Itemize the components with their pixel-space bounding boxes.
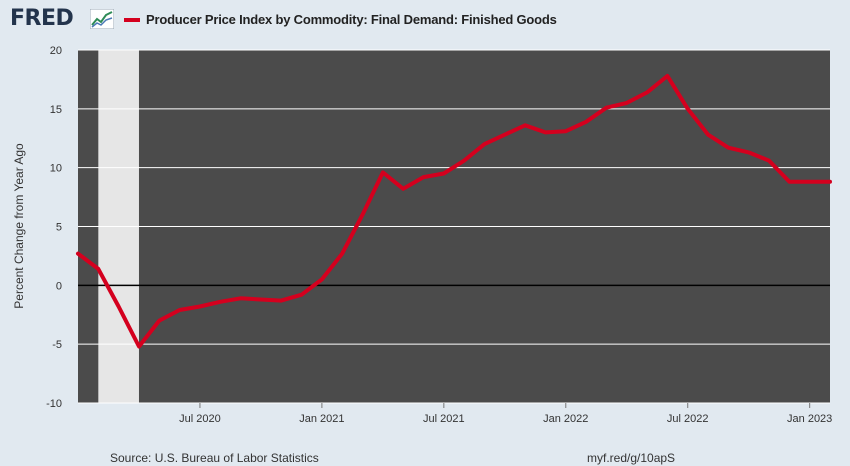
data-point: [259, 297, 263, 301]
data-point: [178, 308, 182, 312]
data-point: [300, 293, 304, 297]
legend-swatch: [124, 17, 140, 22]
y-tick-label: 15: [50, 104, 62, 116]
data-point: [686, 107, 690, 111]
data-point: [564, 129, 568, 133]
data-point: [137, 345, 141, 349]
data-point: [198, 305, 202, 309]
y-tick-label: 5: [56, 222, 62, 234]
series-line[interactable]: [76, 73, 832, 349]
short-link[interactable]: myf.red/g/10apS: [587, 451, 676, 465]
y-axis-label: Percent Change from Year Ago: [12, 143, 26, 309]
source-note[interactable]: Source: U.S. Bureau of Labor Statistics: [110, 451, 319, 465]
gridlines: [78, 49, 830, 404]
data-point: [543, 130, 547, 134]
data-point: [218, 300, 222, 304]
chart-header: FRED Producer Price Index by Commodity: …: [0, 0, 850, 40]
x-tick-label: Jan 2022: [543, 413, 588, 425]
y-tick-label: 20: [50, 45, 62, 57]
data-point: [747, 150, 751, 154]
chart-legend[interactable]: Producer Price Index by Commodity: Final…: [124, 12, 557, 27]
data-point: [828, 180, 832, 184]
y-tick-label: 10: [50, 163, 62, 175]
x-axis-ticks: Jul 2020 Jan 2021 Jul 2021 Jan 2022 Jul 2022…: [179, 403, 832, 425]
y-tick-label: -5: [52, 339, 62, 351]
x-tick-label: Jul 2022: [667, 413, 709, 425]
data-point: [76, 252, 80, 256]
data-point: [584, 120, 588, 124]
x-tick-label: Jan 2021: [299, 413, 344, 425]
data-point: [808, 180, 812, 184]
y-tick-label: -10: [46, 398, 62, 410]
data-point: [787, 180, 791, 184]
data-point: [665, 74, 669, 78]
data-point: [157, 319, 161, 323]
legend-label: Producer Price Index by Commodity: Final…: [146, 12, 557, 27]
data-point: [604, 106, 608, 110]
data-point: [625, 101, 629, 105]
data-point: [96, 267, 100, 271]
data-point: [523, 123, 527, 127]
x-tick-label: Jul 2021: [423, 413, 465, 425]
data-point: [706, 133, 710, 137]
x-tick-label: Jan 2023: [787, 413, 832, 425]
data-point: [401, 187, 405, 191]
data-point: [503, 133, 507, 137]
data-point: [340, 252, 344, 256]
data-point: [361, 213, 365, 217]
data-point: [767, 159, 771, 163]
fred-logo[interactable]: FRED: [10, 6, 74, 31]
data-point: [381, 170, 385, 174]
data-point: [462, 159, 466, 163]
data-point: [482, 142, 486, 146]
data-point: [726, 146, 730, 150]
data-point: [442, 172, 446, 176]
y-axis-ticks: 20 15 10 5 0 -5 -10: [46, 45, 62, 410]
data-point: [422, 175, 426, 179]
chart-line-icon: [90, 9, 114, 29]
data-point: [239, 296, 243, 300]
data-point: [117, 305, 121, 309]
x-tick-label: Jul 2020: [179, 413, 221, 425]
data-point: [645, 90, 649, 94]
data-point: [279, 299, 283, 303]
data-point: [320, 277, 324, 281]
y-tick-label: 0: [56, 280, 62, 292]
